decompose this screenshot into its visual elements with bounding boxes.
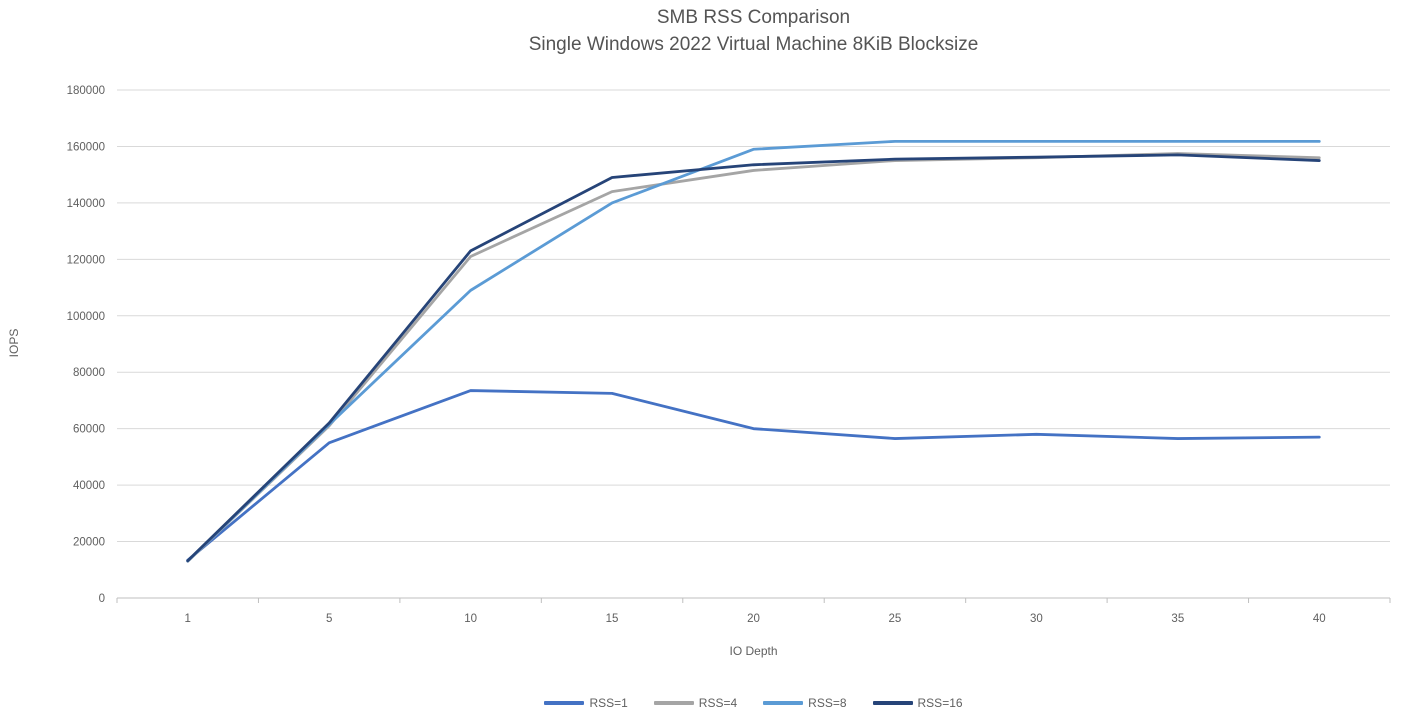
- chart-title-block: SMB RSS Comparison Single Windows 2022 V…: [117, 4, 1390, 58]
- legend-label: RSS=4: [698, 696, 738, 710]
- y-tick-label: 0: [99, 593, 105, 605]
- series-line-rss-8: [186, 139, 1321, 563]
- series-line-rss-4: [186, 152, 1321, 563]
- y-tick-label: 40000: [73, 480, 105, 492]
- y-tick-label: 20000: [73, 537, 105, 549]
- legend-line-swatch: [872, 701, 913, 705]
- x-axis-title: IO Depth: [729, 644, 778, 658]
- x-tick-label: 15: [606, 613, 619, 625]
- y-tick-label: 100000: [67, 311, 105, 323]
- x-tick-label: 1: [185, 613, 191, 625]
- y-tick-label: 60000: [73, 424, 105, 436]
- legend-item-rss-16: RSS=16: [872, 696, 963, 710]
- y-tick-label: 120000: [67, 254, 105, 266]
- legend-item-rss-1: RSS=1: [544, 696, 628, 710]
- series-line-rss-1: [186, 389, 1321, 562]
- legend-item-rss-8: RSS=8: [763, 696, 847, 710]
- chart-title: SMB RSS Comparison: [656, 7, 851, 28]
- y-tick-label: 140000: [67, 198, 105, 210]
- x-tick-label: 30: [1030, 613, 1043, 625]
- x-tick-label: 25: [889, 613, 902, 625]
- y-tick-label: 180000: [67, 85, 105, 97]
- legend-line-swatch: [763, 701, 804, 705]
- legend: RSS=1 RSS=4 RSS=8 RSS=16: [117, 696, 1390, 710]
- y-tick-label: 160000: [67, 141, 105, 153]
- series-line-rss-16: [186, 153, 1321, 563]
- chart-subtitle: Single Windows 2022 Virtual Machine 8KiB…: [528, 34, 979, 55]
- x-tick-label: 5: [326, 613, 332, 625]
- legend-label: RSS=8: [808, 696, 847, 710]
- legend-label: RSS=1: [589, 696, 628, 710]
- legend-label: RSS=16: [917, 696, 963, 710]
- legend-line-swatch: [653, 701, 694, 705]
- legend-line-swatch: [544, 701, 585, 705]
- x-tick-label: 20: [747, 613, 760, 625]
- x-tick-label: 10: [464, 613, 477, 625]
- x-tick-label: 40: [1313, 613, 1326, 625]
- legend-item-rss-4: RSS=4: [653, 696, 738, 710]
- y-tick-label: 80000: [73, 367, 105, 379]
- x-tick-label: 35: [1171, 613, 1184, 625]
